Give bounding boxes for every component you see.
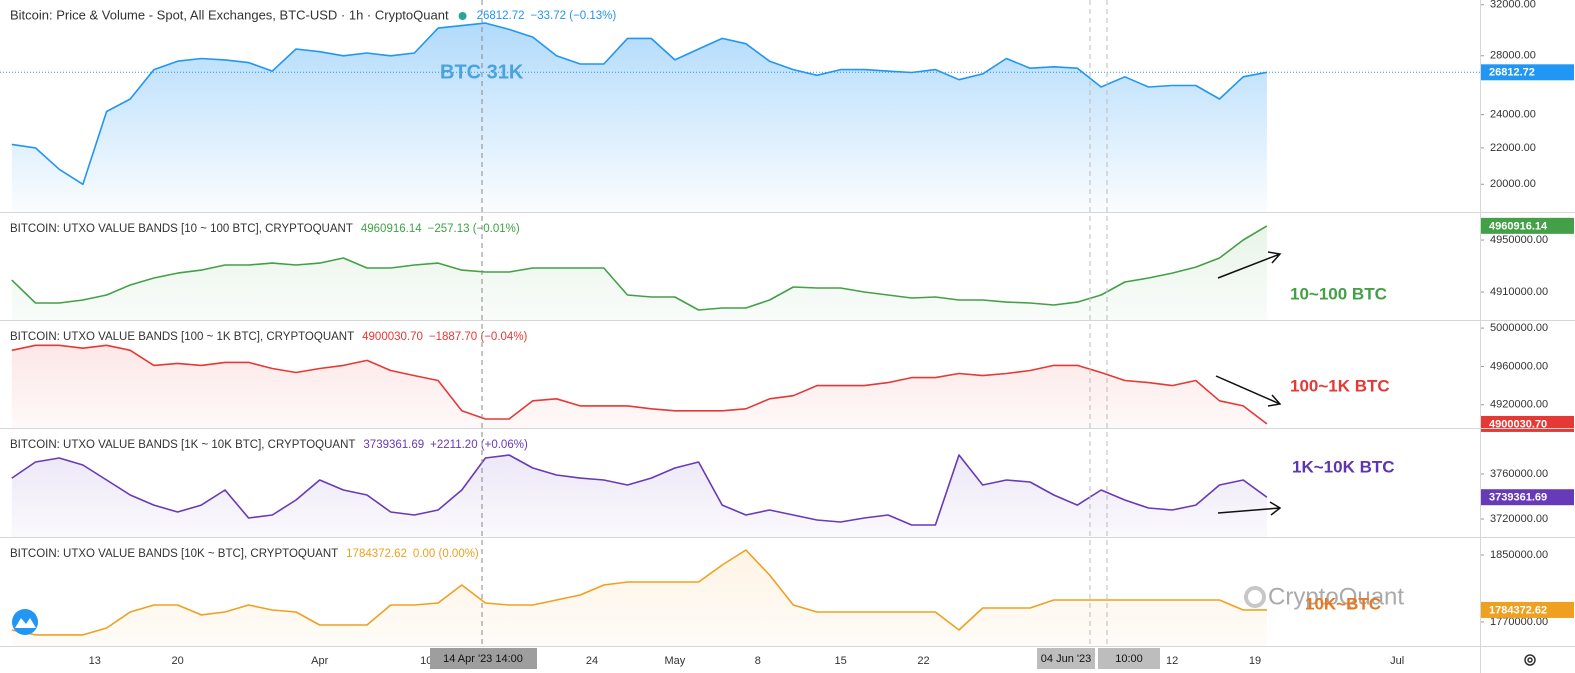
annotation: BTC 31K xyxy=(440,61,524,83)
crosshair-label: 04 Jun '23 xyxy=(1041,653,1091,665)
annotation: 10K~BTC xyxy=(1305,594,1381,613)
x-tick-label: Jul xyxy=(1390,655,1404,667)
last-value-box xyxy=(1481,415,1574,432)
last-value-label: 1784372.62 xyxy=(1489,604,1547,616)
last-value-box xyxy=(1481,489,1574,506)
header-last-value: 26812.72 xyxy=(477,10,525,22)
watermark xyxy=(1244,586,1266,608)
y-tick-label: 3760000.00 xyxy=(1490,468,1548,480)
header-last-value: 3739361.69 xyxy=(363,439,424,451)
area xyxy=(11,550,1267,646)
x-tick-label: May xyxy=(664,655,685,667)
status-dot xyxy=(458,12,467,20)
y-tick-label: 1850000.00 xyxy=(1490,549,1548,561)
panel-title: BITCOIN: UTXO VALUE BANDS [10K ~ BTC], C… xyxy=(10,548,338,560)
crosshair-label-box xyxy=(1098,648,1160,669)
y-tick-label: 4920000.00 xyxy=(1490,399,1548,411)
y-tick-label: 5000000.00 xyxy=(1490,322,1548,334)
series-line xyxy=(11,225,1268,311)
annotation: 1K~10K BTC xyxy=(1292,457,1395,476)
header-change: 0.00 (0.00%) xyxy=(413,548,479,560)
series-line xyxy=(11,22,1268,186)
x-tick-label: 20 xyxy=(171,655,183,667)
crosshair-label: 14 Apr '23 14:00 xyxy=(443,653,523,665)
header-change: −33.72 (−0.13%) xyxy=(531,10,617,22)
last-value-box xyxy=(1481,217,1574,234)
panel-title: BITCOIN: UTXO VALUE BANDS [10 ~ 100 BTC]… xyxy=(10,223,353,235)
area xyxy=(11,225,1267,320)
x-tick-label: 10 xyxy=(420,655,432,667)
header-last-value: 4960916.14 xyxy=(361,223,422,235)
panel-title: BITCOIN: UTXO VALUE BANDS [1K ~ 10K BTC]… xyxy=(10,439,355,451)
annotation: 100~1K BTC xyxy=(1290,376,1390,395)
y-tick-label: 20000.00 xyxy=(1490,178,1536,190)
y-tick-label: 32000.00 xyxy=(1490,0,1536,11)
y-tick-label: 4950000.00 xyxy=(1490,234,1548,246)
settings-icon[interactable] xyxy=(1524,654,1536,666)
last-value-label: 3739361.69 xyxy=(1489,492,1547,504)
last-value-label: 4960916.14 xyxy=(1489,220,1548,232)
x-tick-label: 22 xyxy=(917,655,929,667)
header-change: −257.13 (−0.01%) xyxy=(428,223,520,235)
header-change: +2211.20 (+0.06%) xyxy=(430,439,528,451)
crosshair-label-box xyxy=(430,648,537,669)
y-tick-label: 28000.00 xyxy=(1490,50,1536,62)
last-value-box xyxy=(1481,64,1574,81)
y-tick-label: 4960000.00 xyxy=(1490,360,1548,372)
y-tick-label: 22000.00 xyxy=(1490,142,1536,154)
panel-title: BITCOIN: UTXO VALUE BANDS [100 ~ 1K BTC]… xyxy=(10,331,354,343)
y-tick-label: 24000.00 xyxy=(1490,109,1536,121)
crosshair-label-box xyxy=(1037,648,1095,669)
x-tick-label: 8 xyxy=(755,655,761,667)
series-line xyxy=(11,549,1267,636)
area xyxy=(11,23,1267,212)
x-tick-label: 15 xyxy=(835,655,847,667)
x-tick-label: 13 xyxy=(89,655,101,667)
y-tick-label: 4910000.00 xyxy=(1490,286,1548,298)
last-value-label: 4900030.70 xyxy=(1489,418,1547,430)
last-value-box xyxy=(1481,601,1574,618)
series-line xyxy=(11,344,1268,425)
series-line xyxy=(11,454,1268,526)
area xyxy=(11,455,1267,537)
area xyxy=(11,345,1267,428)
y-tick-label: 3720000.00 xyxy=(1490,513,1548,525)
y-tick-label: 1770000.00 xyxy=(1490,616,1548,628)
annotation: 10~100 BTC xyxy=(1290,284,1387,303)
crosshair-label: 10:00 xyxy=(1115,653,1143,665)
arrows xyxy=(1215,251,1282,516)
x-tick-label: 19 xyxy=(1249,655,1261,667)
last-value-label: 26812.72 xyxy=(1489,67,1535,79)
header-last-value: 4900030.70 xyxy=(362,331,423,343)
watermark-text: CryptoQuant xyxy=(1268,583,1404,610)
header-last-value: 1784372.62 xyxy=(346,548,407,560)
panel-title: Bitcoin: Price & Volume - Spot, All Exch… xyxy=(10,7,449,22)
x-tick-label: 12 xyxy=(1166,655,1178,667)
x-tick-label: 24 xyxy=(586,655,598,667)
header-change: −1887.70 (−0.04%) xyxy=(429,331,528,343)
logo xyxy=(12,609,38,635)
x-tick-label: Apr xyxy=(311,655,328,667)
